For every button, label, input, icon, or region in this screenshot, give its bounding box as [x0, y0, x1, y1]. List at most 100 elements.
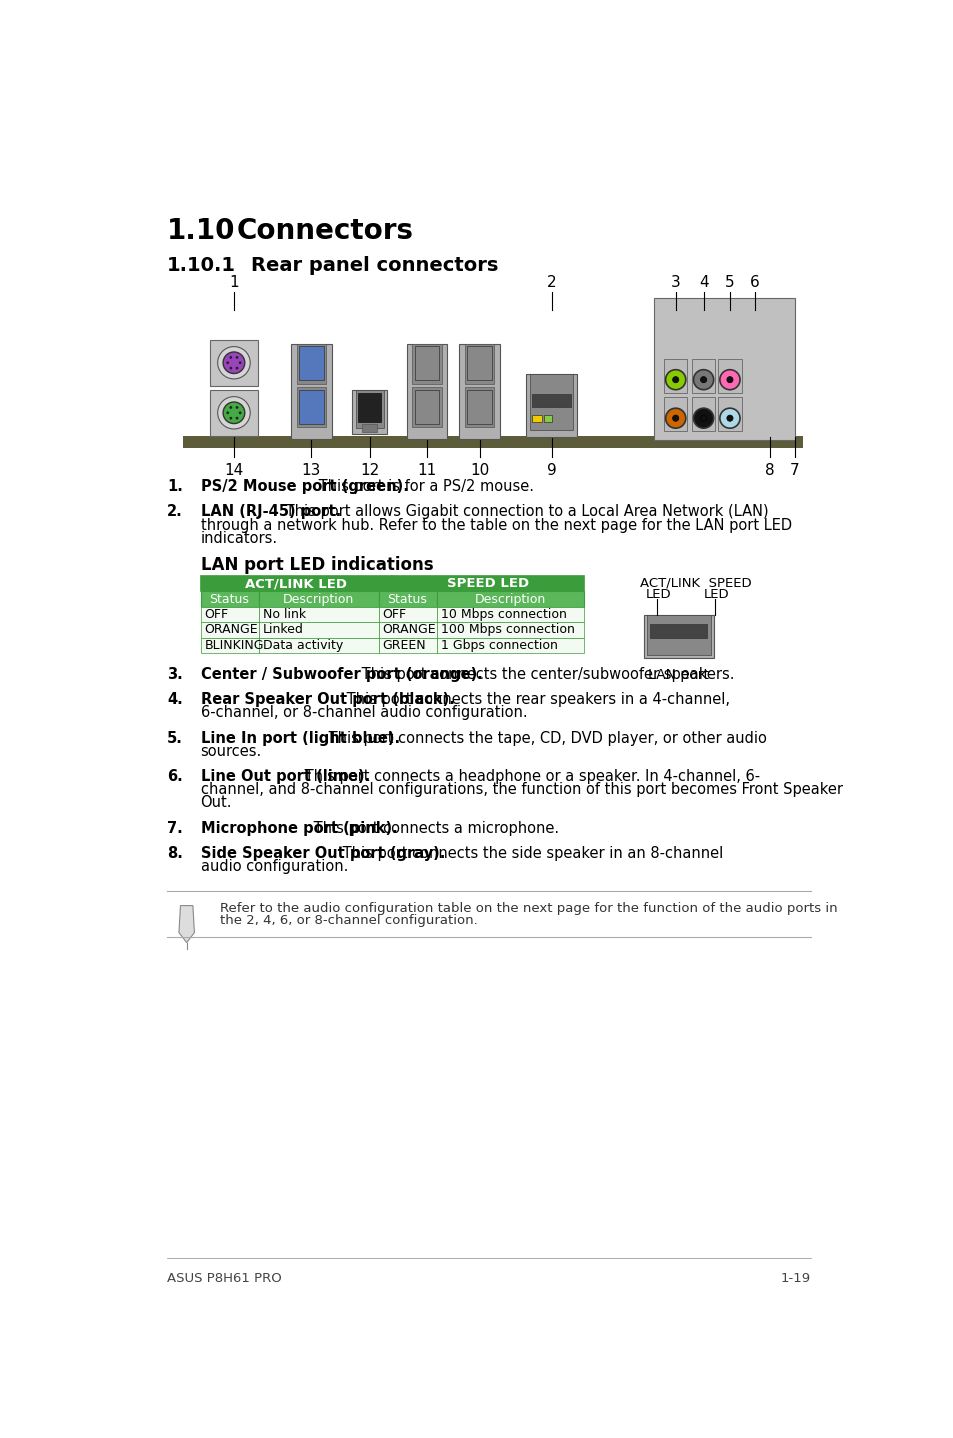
Text: 6: 6	[749, 275, 759, 290]
Bar	[378, 591, 436, 607]
Circle shape	[230, 406, 232, 408]
Text: 2: 2	[546, 275, 556, 290]
Text: sources.: sources.	[200, 743, 262, 759]
Text: This port is for a PS/2 mouse.: This port is for a PS/2 mouse.	[314, 479, 534, 495]
Bar	[459, 344, 499, 439]
Bar	[392, 577, 583, 591]
Text: Status: Status	[209, 592, 249, 605]
Circle shape	[223, 403, 245, 424]
Text: audio configuration.: audio configuration.	[200, 860, 348, 874]
Text: LED: LED	[703, 588, 728, 601]
Text: ACT/LINK  SPEED: ACT/LINK SPEED	[639, 577, 751, 590]
Text: 7: 7	[789, 463, 799, 477]
Text: BLINKING: BLINKING	[204, 638, 264, 651]
Bar	[415, 345, 439, 381]
Text: 14: 14	[224, 463, 243, 477]
Circle shape	[700, 377, 706, 383]
Text: 100 Mbps connection: 100 Mbps connection	[440, 624, 574, 637]
Text: ACT/LINK LED: ACT/LINK LED	[245, 577, 347, 590]
Text: 1.10: 1.10	[167, 217, 235, 246]
Text: LAN port LED indications: LAN port LED indications	[200, 557, 433, 574]
Bar	[298, 390, 323, 424]
Text: 3.: 3.	[167, 667, 183, 682]
Bar	[663, 397, 686, 431]
Text: Data activity: Data activity	[262, 638, 342, 651]
Bar	[464, 387, 494, 427]
Circle shape	[230, 357, 232, 360]
Circle shape	[726, 416, 732, 421]
Bar	[691, 360, 715, 393]
Text: 1.10.1: 1.10.1	[167, 256, 236, 275]
Text: 10 Mbps connection: 10 Mbps connection	[440, 608, 566, 621]
Circle shape	[223, 352, 245, 374]
Text: GREEN: GREEN	[382, 638, 426, 651]
Text: 4: 4	[698, 275, 708, 290]
Bar	[525, 374, 577, 437]
Text: ASUS P8H61 PRO: ASUS P8H61 PRO	[167, 1273, 282, 1286]
Text: Microphone port (pink).: Microphone port (pink).	[200, 821, 397, 835]
Text: This port connects a microphone.: This port connects a microphone.	[309, 821, 558, 835]
Text: 11: 11	[416, 463, 436, 477]
Text: 1 Gbps connection: 1 Gbps connection	[440, 638, 558, 651]
Text: This port connects a headphone or a speaker. In 4-channel, 6-: This port connects a headphone or a spea…	[299, 769, 760, 784]
Bar	[258, 591, 378, 607]
Bar	[378, 623, 436, 637]
Text: ORANGE: ORANGE	[204, 624, 258, 637]
Text: 6-channel, or 8-channel audio configuration.: 6-channel, or 8-channel audio configurat…	[200, 706, 527, 720]
Circle shape	[238, 411, 241, 414]
Circle shape	[235, 417, 238, 420]
Text: through a network hub. Refer to the table on the next page for the LAN port LED: through a network hub. Refer to the tabl…	[200, 518, 791, 532]
Bar	[532, 394, 571, 407]
Text: 5: 5	[724, 275, 734, 290]
Bar	[412, 387, 441, 427]
Text: Rear panel connectors: Rear panel connectors	[251, 256, 497, 275]
Text: Side Speaker Out port (gray).: Side Speaker Out port (gray).	[200, 847, 444, 861]
Bar	[296, 387, 326, 427]
Text: This port connects the rear speakers in a 4-channel,: This port connects the rear speakers in …	[342, 692, 730, 707]
Text: 1: 1	[229, 275, 238, 290]
Text: This port connects the center/subwoofer speakers.: This port connects the center/subwoofer …	[356, 667, 734, 682]
Text: 10: 10	[470, 463, 489, 477]
Bar	[355, 390, 383, 429]
Circle shape	[665, 408, 685, 429]
Bar	[467, 390, 492, 424]
Text: Connectors: Connectors	[236, 217, 414, 246]
Text: LAN (RJ-45) port.: LAN (RJ-45) port.	[200, 505, 340, 519]
Circle shape	[693, 370, 713, 390]
Bar	[467, 345, 492, 381]
Bar	[200, 637, 258, 653]
Bar	[210, 339, 257, 385]
Bar	[200, 623, 258, 637]
Text: This port connects the side speaker in an 8-channel: This port connects the side speaker in a…	[337, 847, 722, 861]
Bar	[530, 374, 573, 430]
Text: No link: No link	[262, 608, 305, 621]
Text: 1-19: 1-19	[780, 1273, 810, 1286]
Bar	[258, 623, 378, 637]
Circle shape	[726, 377, 732, 383]
Circle shape	[217, 397, 250, 429]
Text: Refer to the audio configuration table on the next page for the function of the : Refer to the audio configuration table o…	[220, 902, 837, 915]
Bar	[691, 397, 715, 431]
Bar	[643, 614, 713, 659]
Bar	[718, 397, 740, 431]
Text: PS/2 Mouse port (green).: PS/2 Mouse port (green).	[200, 479, 408, 495]
Text: ORANGE: ORANGE	[382, 624, 436, 637]
Text: LED: LED	[645, 588, 670, 601]
Bar	[298, 345, 323, 381]
Circle shape	[238, 361, 241, 364]
Text: the 2, 4, 6, or 8-channel configuration.: the 2, 4, 6, or 8-channel configuration.	[220, 915, 477, 928]
Circle shape	[235, 357, 238, 360]
Bar	[258, 637, 378, 653]
Text: 9: 9	[546, 463, 556, 477]
Circle shape	[235, 406, 238, 408]
Bar	[412, 344, 441, 384]
Text: 1.: 1.	[167, 479, 183, 495]
Circle shape	[700, 416, 706, 421]
Text: 5.: 5.	[167, 731, 183, 746]
Text: channel, and 8-channel configurations, the function of this port becomes Front S: channel, and 8-channel configurations, t…	[200, 782, 841, 798]
Bar	[296, 344, 326, 384]
Bar	[415, 390, 439, 424]
Text: 7.: 7.	[167, 821, 183, 835]
Circle shape	[672, 416, 679, 421]
Circle shape	[720, 408, 740, 429]
